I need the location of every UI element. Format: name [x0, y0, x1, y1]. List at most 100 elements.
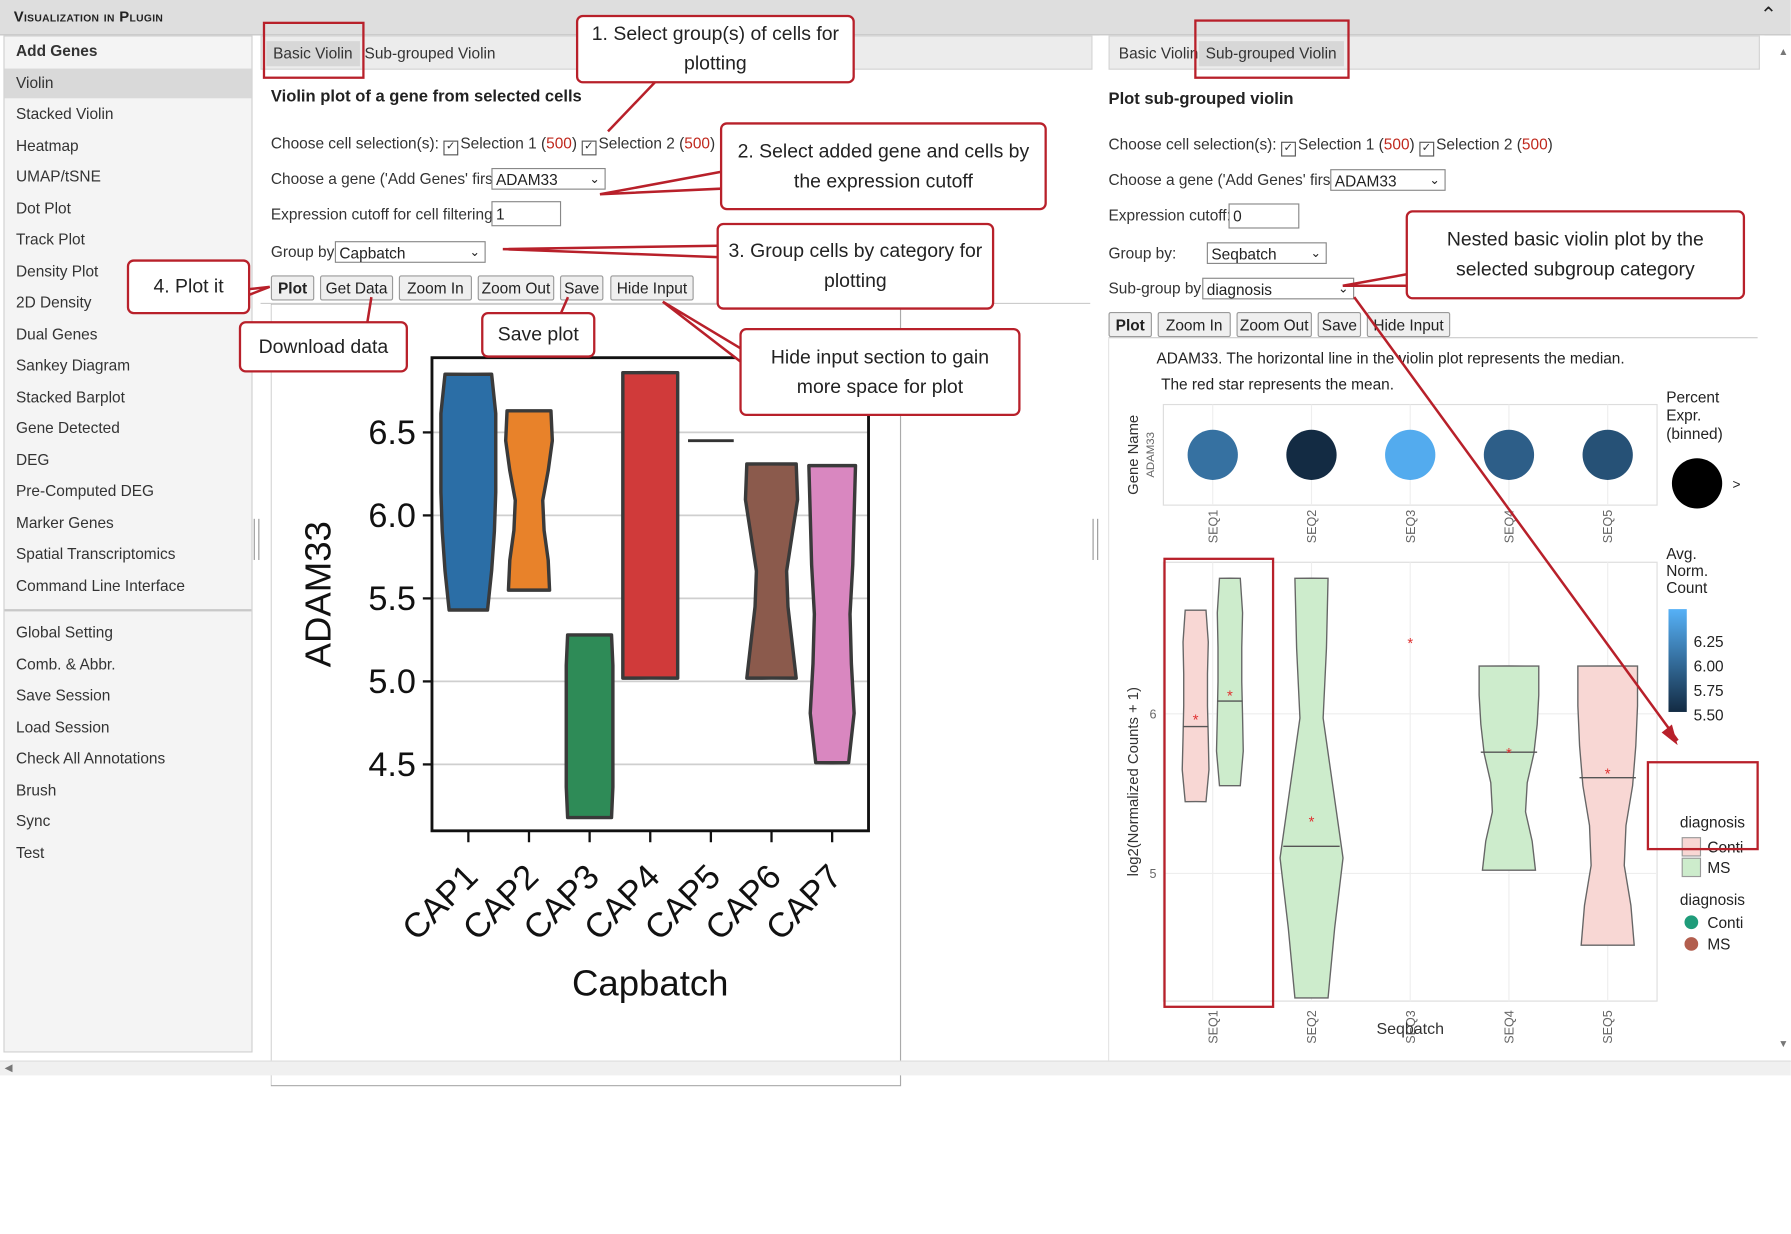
violin-mark [503, 409, 555, 592]
y-tick-label: 6.5 [368, 414, 416, 452]
selection2-label: Selection 2 ( [1436, 135, 1522, 154]
group-select-value: Capbatch [339, 244, 406, 262]
gene-select[interactable]: ADAM33 ⌄ [1330, 169, 1446, 191]
x-tick-label: SEQ2 [1305, 510, 1319, 544]
sidebar-item[interactable]: Add Genes [15, 42, 98, 60]
x-tick-label: SEQ3 [1404, 510, 1418, 544]
mean-star: * [1506, 746, 1512, 762]
y-tick-label: 6 [1150, 707, 1157, 721]
hide-input-button[interactable]: Hide Input [1366, 311, 1451, 338]
zoom-out-button[interactable]: Zoom Out [1236, 311, 1312, 338]
selection2-checkbox[interactable]: ✓ [1419, 141, 1434, 157]
sidebar-item[interactable]: Dual Genes [15, 325, 98, 343]
scroll-down-icon[interactable]: ▼ [1778, 1037, 1789, 1050]
sidebar-item[interactable]: Marker Genes [15, 513, 114, 531]
sidebar-item[interactable]: Save Session [15, 686, 111, 704]
sidebar-item[interactable]: Load Session [15, 718, 110, 736]
group-select[interactable]: Capbatch ⌄ [334, 241, 486, 263]
y-tick-label: 5.0 [368, 663, 416, 701]
sidebar-item[interactable]: Test [15, 843, 45, 862]
y-tick-label: 5 [1150, 867, 1157, 881]
zoom-in-button[interactable]: Zoom In [398, 275, 472, 301]
violin-mark [1181, 609, 1210, 803]
splitter-handle[interactable] [1092, 518, 1099, 560]
selection1-count: 500 [546, 134, 572, 152]
annotation-nested-violin: Nested basic violin plot by the selected… [1405, 210, 1746, 300]
sidebar-item[interactable]: Check All Annotations [15, 749, 166, 767]
sidebar-item[interactable]: Dot Plot [15, 199, 71, 217]
legend-point [1684, 915, 1699, 930]
splitter-handle[interactable] [253, 518, 260, 560]
tab-basic-violin[interactable]: Basic Violin [266, 41, 360, 67]
sidebar-item[interactable]: Stacked Barplot [15, 387, 125, 406]
legend-title: diagnosis [1680, 892, 1745, 909]
mean-star: * [1605, 767, 1611, 783]
cutoff-input[interactable]: 1 [491, 201, 562, 227]
mean-star: * [1193, 712, 1199, 728]
dot-mark [1582, 429, 1633, 480]
sidebar-item[interactable]: Violin [4, 67, 252, 98]
scrollbar[interactable]: ▲ ▼ [1778, 46, 1789, 1052]
sidebar-item[interactable]: UMAP/tSNE [15, 167, 101, 186]
plot-button[interactable]: Plot [270, 275, 315, 301]
legend-title: Avg. [1666, 546, 1697, 563]
colorbar [1668, 609, 1687, 712]
tab-sub-grouped-violin[interactable]: Sub-grouped Violin [1198, 41, 1344, 67]
sidebar-item[interactable]: Gene Detected [15, 419, 120, 437]
sidebar-item[interactable]: 2D Density [15, 293, 92, 311]
sidebar-item[interactable]: DEG [15, 450, 50, 468]
get-data-button[interactable]: Get Data [319, 275, 394, 301]
selection2-checkbox[interactable]: ✓ [581, 140, 597, 156]
sidebar-item[interactable]: Heatmap [15, 136, 79, 154]
x-tick-label: SEQ4 [1503, 510, 1517, 544]
cutoff-input[interactable]: 0 [1228, 203, 1300, 229]
sidebar-item[interactable]: Brush [15, 781, 57, 799]
selection1-checkbox[interactable]: ✓ [443, 140, 459, 156]
sidebar-item[interactable]: Density Plot [15, 262, 99, 280]
sidebar-item[interactable]: Stacked Violin [15, 105, 114, 123]
window-titlebar: Visualization in Plugin ⌃ [0, 0, 1791, 36]
sidebar-item[interactable]: Comb. & Abbr. [15, 655, 116, 673]
sidebar-item[interactable]: Sankey Diagram [15, 356, 131, 374]
plot-button[interactable]: Plot [1108, 311, 1152, 338]
y-axis-label: Gene Name [1126, 415, 1142, 495]
horizontal-scrollbar[interactable]: ◀ [0, 1060, 1791, 1076]
scroll-left-icon[interactable]: ◀ [4, 1061, 13, 1074]
sidebar-item[interactable]: Command Line Interface [15, 576, 185, 594]
mean-star: * [1227, 688, 1233, 704]
sidebar-item[interactable]: Global Setting [15, 623, 113, 642]
sidebar-item[interactable]: Pre-Computed DEG [15, 482, 155, 500]
chevron-up-icon[interactable]: ⌃ [1759, 3, 1778, 27]
gene-label: Choose a gene ('Add Genes' first): [270, 170, 507, 188]
y-tick-label: ADAM33 [1145, 432, 1157, 478]
highlight-box [262, 21, 365, 79]
sidebar-item[interactable]: Track Plot [15, 230, 85, 248]
highlight-box [1646, 761, 1759, 851]
chevron-down-icon: ⌄ [1429, 173, 1440, 188]
annotation-select-gene: 2. Select added gene and cells by the ex… [719, 122, 1047, 211]
subgroup-select[interactable]: diagnosis ⌄ [1202, 277, 1355, 300]
sidebar-item[interactable]: Spatial Transcriptomics [15, 545, 176, 563]
y-tick-label: 4.5 [368, 746, 416, 784]
gene-select[interactable]: ADAM33 ⌄ [491, 167, 606, 190]
mean-star: * [1309, 814, 1315, 830]
chart-subtitle: The red star represents the mean. [1161, 377, 1394, 394]
zoom-out-button[interactable]: Zoom Out [477, 275, 555, 301]
subgroup-label: Sub-group by: [1108, 279, 1206, 298]
save-button[interactable]: Save [559, 275, 604, 301]
violin-mark [1577, 665, 1639, 946]
selection1-label: Selection 1 ( [460, 134, 547, 152]
tab-sub-grouped-violin[interactable]: Sub-grouped Violin [364, 44, 496, 62]
legend-swatch [1681, 857, 1702, 878]
group-select[interactable]: Seqbatch ⌄ [1206, 242, 1327, 264]
zoom-in-button[interactable]: Zoom In [1157, 311, 1231, 338]
legend-point [1684, 937, 1699, 951]
legend-title: diagnosis [1680, 814, 1745, 831]
sidebar-item[interactable]: Sync [15, 812, 51, 830]
tab-basic-violin[interactable]: Basic Violin [1118, 44, 1199, 62]
save-button[interactable]: Save [1317, 311, 1362, 338]
cell-selection-row: Choose cell selection(s): ✓ Selection 1 (… [271, 135, 715, 156]
scroll-up-icon[interactable]: ▲ [1778, 45, 1789, 58]
hide-input-button[interactable]: Hide Input [610, 275, 694, 301]
selection1-checkbox[interactable]: ✓ [1280, 141, 1296, 157]
